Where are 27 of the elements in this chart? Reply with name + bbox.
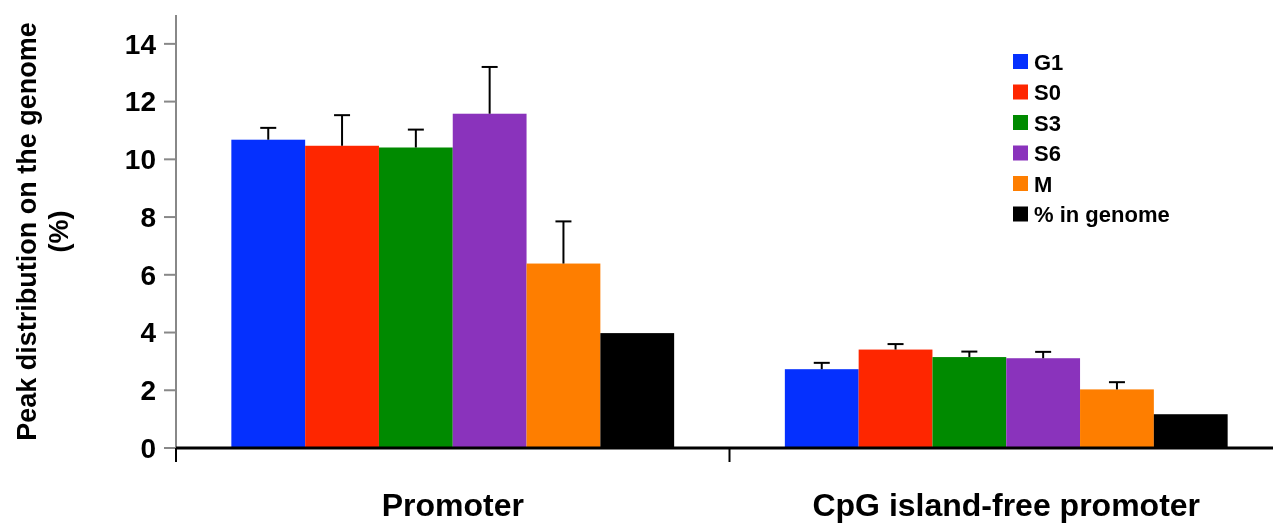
legend-label: % in genome [1034,202,1170,228]
legend-label: S3 [1034,110,1061,136]
bar [231,139,306,448]
y-tick-label: 2 [140,375,156,407]
bar [1080,389,1154,448]
y-tick-label: 8 [140,201,156,233]
bar [1006,358,1081,448]
y-axis-title: Peak distribution on the genome (%) [12,22,74,441]
bar [858,349,933,448]
legend-label: G1 [1034,49,1064,75]
bar [452,113,527,448]
legend-label: M [1034,171,1053,197]
bar [526,263,601,448]
x-tick-label: CpG island-free promoter [812,487,1201,523]
legend-label: S6 [1034,141,1061,167]
y-tick-label: 12 [124,86,156,118]
y-tick-label: 6 [140,259,156,291]
bar [305,145,379,448]
y-tick-label: 10 [124,144,156,176]
bar [378,147,453,448]
y-tick-label: 14 [124,28,157,60]
x-tick-label: Promoter [381,487,524,523]
legend-label: S0 [1034,80,1061,106]
y-tick-label: 0 [140,432,156,464]
bar [784,369,859,448]
bar [932,357,1007,448]
y-tick-label: 4 [140,317,157,349]
